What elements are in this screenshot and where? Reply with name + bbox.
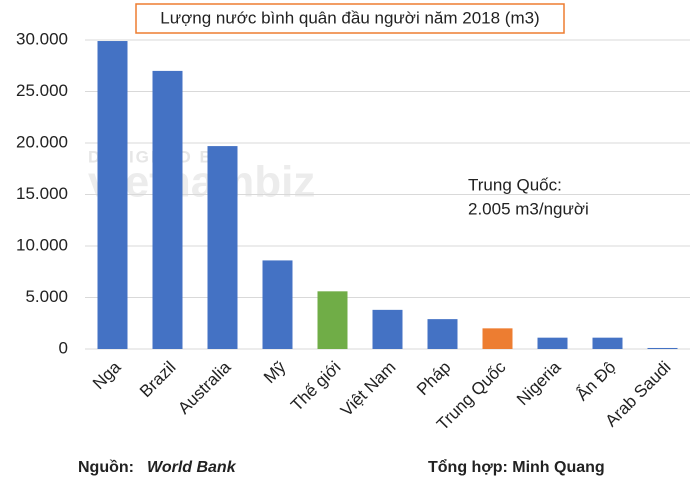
- bar: [262, 260, 293, 349]
- source-label: Nguồn:: [78, 459, 134, 476]
- y-tick-label: 25.000: [16, 81, 68, 100]
- x-tick-label: Pháp: [413, 358, 455, 400]
- bar: [152, 70, 183, 350]
- y-tick-label: 10.000: [16, 235, 68, 254]
- bar: [592, 337, 623, 349]
- source: World Bank: [147, 459, 237, 476]
- y-tick-label: 5.000: [25, 287, 68, 306]
- bar: [317, 291, 348, 349]
- bar: [537, 337, 568, 349]
- x-tick-label: Nga: [89, 357, 125, 393]
- title-box: [135, 3, 565, 34]
- bar: [207, 146, 238, 349]
- compiled-by: Tổng hợp: Minh Quang: [428, 458, 605, 476]
- x-tick-label: Mỹ: [260, 357, 290, 387]
- y-tick-label: 20.000: [16, 132, 68, 151]
- x-tick-label: Brazil: [136, 358, 179, 401]
- bar: [372, 309, 403, 349]
- annotation: Trung Quốc:: [468, 175, 562, 194]
- bar: [427, 319, 458, 349]
- y-tick-label: 30.000: [16, 29, 68, 48]
- chart-title: Lượng nước bình quân đầu người năm 2018 …: [160, 8, 539, 27]
- x-tick-label: Nigeria: [513, 357, 565, 409]
- annotation: 2.005 m3/người: [468, 199, 589, 218]
- y-tick-label: 15.000: [16, 184, 68, 203]
- x-tick-label: Ấn Độ: [573, 358, 620, 405]
- x-tick-label: Việt Nam: [337, 358, 400, 421]
- x-tick-label: Australia: [174, 357, 235, 418]
- bar: [647, 347, 678, 349]
- y-tick-label: 0: [59, 338, 68, 357]
- bar: [97, 41, 128, 349]
- bar: [482, 328, 513, 349]
